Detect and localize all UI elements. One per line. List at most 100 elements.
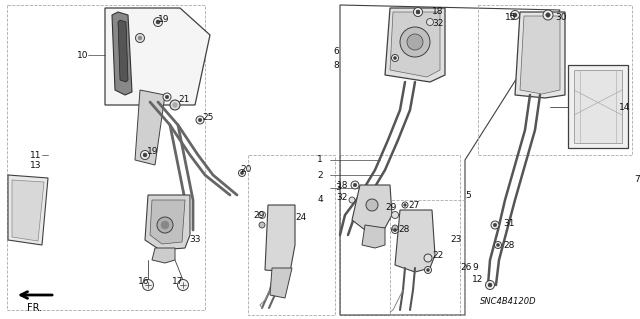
Circle shape xyxy=(426,268,429,271)
Circle shape xyxy=(157,217,173,233)
Text: 18: 18 xyxy=(337,181,348,189)
Text: 5: 5 xyxy=(465,190,471,199)
Polygon shape xyxy=(568,65,628,148)
Polygon shape xyxy=(150,200,185,244)
Text: 17: 17 xyxy=(172,278,184,286)
Circle shape xyxy=(394,56,397,60)
Text: 20: 20 xyxy=(240,166,252,174)
Text: SNC4B4120D: SNC4B4120D xyxy=(480,298,536,307)
Text: 8: 8 xyxy=(333,61,339,70)
Polygon shape xyxy=(12,180,44,241)
Circle shape xyxy=(543,10,553,20)
Circle shape xyxy=(414,8,422,16)
Text: 22: 22 xyxy=(432,251,444,261)
Polygon shape xyxy=(395,210,435,272)
Polygon shape xyxy=(145,195,190,250)
Circle shape xyxy=(351,181,359,189)
Circle shape xyxy=(136,33,145,42)
Circle shape xyxy=(141,151,150,160)
Text: 21: 21 xyxy=(178,95,189,105)
Text: 33: 33 xyxy=(189,235,200,244)
Polygon shape xyxy=(515,12,565,98)
Polygon shape xyxy=(574,70,622,143)
Polygon shape xyxy=(152,248,175,263)
Polygon shape xyxy=(520,16,560,94)
Text: 27: 27 xyxy=(408,201,419,210)
Text: 9: 9 xyxy=(472,263,477,272)
Circle shape xyxy=(407,34,423,50)
Text: 24: 24 xyxy=(295,213,307,222)
Circle shape xyxy=(138,36,142,40)
Circle shape xyxy=(353,183,357,187)
Circle shape xyxy=(161,221,169,229)
Text: 6: 6 xyxy=(333,48,339,56)
Circle shape xyxy=(424,254,432,262)
Circle shape xyxy=(424,266,431,273)
Text: 19: 19 xyxy=(147,147,159,157)
Circle shape xyxy=(156,20,160,24)
Text: 32: 32 xyxy=(432,19,444,28)
Polygon shape xyxy=(385,8,445,82)
Polygon shape xyxy=(112,12,132,95)
Circle shape xyxy=(416,10,420,14)
Circle shape xyxy=(349,197,355,203)
Circle shape xyxy=(392,211,399,219)
Circle shape xyxy=(366,199,378,211)
Text: 3: 3 xyxy=(335,183,340,192)
Text: 16: 16 xyxy=(138,278,150,286)
Circle shape xyxy=(426,19,433,26)
Circle shape xyxy=(163,93,171,101)
Circle shape xyxy=(241,171,244,174)
Circle shape xyxy=(400,27,430,57)
Circle shape xyxy=(491,221,499,229)
Circle shape xyxy=(198,118,202,122)
Circle shape xyxy=(416,10,420,14)
Text: 7: 7 xyxy=(634,175,640,184)
Circle shape xyxy=(259,222,265,228)
Circle shape xyxy=(497,243,500,247)
Circle shape xyxy=(170,100,180,110)
Circle shape xyxy=(404,204,406,206)
Text: 26: 26 xyxy=(460,263,472,272)
Circle shape xyxy=(488,283,492,287)
Text: FR.: FR. xyxy=(28,303,43,313)
Text: 15: 15 xyxy=(505,12,516,21)
Polygon shape xyxy=(352,185,392,230)
Text: 4: 4 xyxy=(317,196,323,204)
Circle shape xyxy=(165,95,169,99)
Text: 18: 18 xyxy=(432,8,444,17)
Circle shape xyxy=(394,228,397,232)
Text: 19: 19 xyxy=(158,14,170,24)
Text: 13: 13 xyxy=(30,160,42,169)
Circle shape xyxy=(513,13,517,17)
Text: 32: 32 xyxy=(337,192,348,202)
Circle shape xyxy=(495,241,502,249)
Text: 29: 29 xyxy=(253,211,264,219)
Text: 11: 11 xyxy=(30,151,42,160)
Text: 10: 10 xyxy=(77,50,88,60)
Polygon shape xyxy=(8,175,48,245)
Text: 30: 30 xyxy=(555,12,566,21)
Circle shape xyxy=(402,202,408,208)
Circle shape xyxy=(546,13,550,17)
Circle shape xyxy=(143,153,147,157)
Text: 25: 25 xyxy=(202,114,213,122)
Circle shape xyxy=(239,169,246,176)
Polygon shape xyxy=(390,12,440,77)
Text: 1: 1 xyxy=(317,155,323,165)
Circle shape xyxy=(493,223,497,227)
Polygon shape xyxy=(362,225,385,248)
Circle shape xyxy=(511,11,520,19)
Text: 23: 23 xyxy=(450,235,461,244)
Polygon shape xyxy=(270,268,292,298)
Circle shape xyxy=(177,279,189,291)
Text: 28: 28 xyxy=(503,241,515,249)
Circle shape xyxy=(154,18,163,26)
Circle shape xyxy=(196,116,204,124)
Circle shape xyxy=(143,279,154,291)
Polygon shape xyxy=(135,90,165,165)
Circle shape xyxy=(392,225,398,231)
Polygon shape xyxy=(105,8,210,105)
Circle shape xyxy=(486,280,495,290)
Circle shape xyxy=(392,55,399,62)
